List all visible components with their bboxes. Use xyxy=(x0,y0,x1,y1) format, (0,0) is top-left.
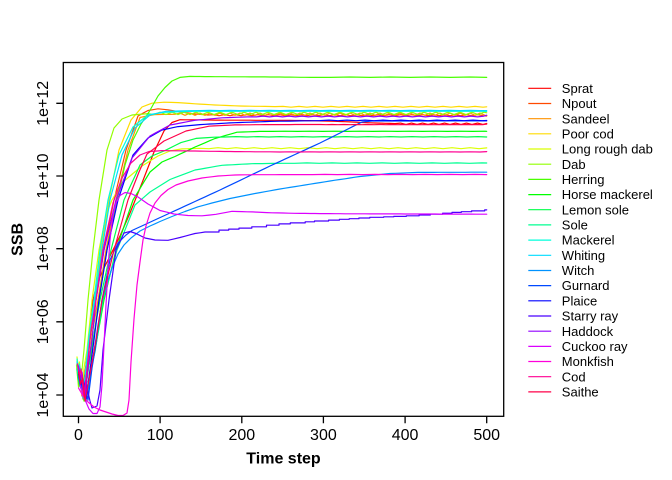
svg-text:Time step: Time step xyxy=(246,451,321,468)
svg-text:Lemon sole: Lemon sole xyxy=(562,202,629,217)
svg-text:400: 400 xyxy=(392,427,419,444)
svg-text:1e+04: 1e+04 xyxy=(35,372,52,417)
svg-text:Plaice: Plaice xyxy=(562,293,597,308)
svg-text:1e+06: 1e+06 xyxy=(35,299,52,344)
svg-text:Npout: Npout xyxy=(562,96,597,111)
svg-text:Sandeel: Sandeel xyxy=(562,111,610,126)
svg-text:100: 100 xyxy=(147,427,174,444)
svg-text:Gurnard: Gurnard xyxy=(562,278,610,293)
svg-text:Dab: Dab xyxy=(562,157,586,172)
svg-text:Sprat: Sprat xyxy=(562,81,593,96)
svg-text:Poor cod: Poor cod xyxy=(562,126,614,141)
svg-text:0: 0 xyxy=(74,427,83,444)
svg-text:Haddock: Haddock xyxy=(562,324,614,339)
svg-text:300: 300 xyxy=(310,427,337,444)
svg-text:SSB: SSB xyxy=(10,223,27,256)
svg-text:Long rough dab: Long rough dab xyxy=(562,142,653,157)
svg-text:Sole: Sole xyxy=(562,218,588,233)
svg-text:Saithe: Saithe xyxy=(562,385,599,400)
svg-text:1e+10: 1e+10 xyxy=(35,153,52,198)
svg-text:500: 500 xyxy=(473,427,500,444)
svg-text:Witch: Witch xyxy=(562,263,595,278)
svg-text:Starry ray: Starry ray xyxy=(562,309,619,324)
svg-text:Monkfish: Monkfish xyxy=(562,354,614,369)
svg-text:Whiting: Whiting xyxy=(562,248,605,263)
svg-text:Mackerel: Mackerel xyxy=(562,233,615,248)
svg-text:1e+08: 1e+08 xyxy=(35,226,52,271)
svg-text:200: 200 xyxy=(228,427,255,444)
svg-text:1e+12: 1e+12 xyxy=(35,81,52,126)
svg-text:Horse mackerel: Horse mackerel xyxy=(562,187,653,202)
svg-text:Cuckoo ray: Cuckoo ray xyxy=(562,339,628,354)
svg-text:Cod: Cod xyxy=(562,369,586,384)
svg-text:Herring: Herring xyxy=(562,172,605,187)
